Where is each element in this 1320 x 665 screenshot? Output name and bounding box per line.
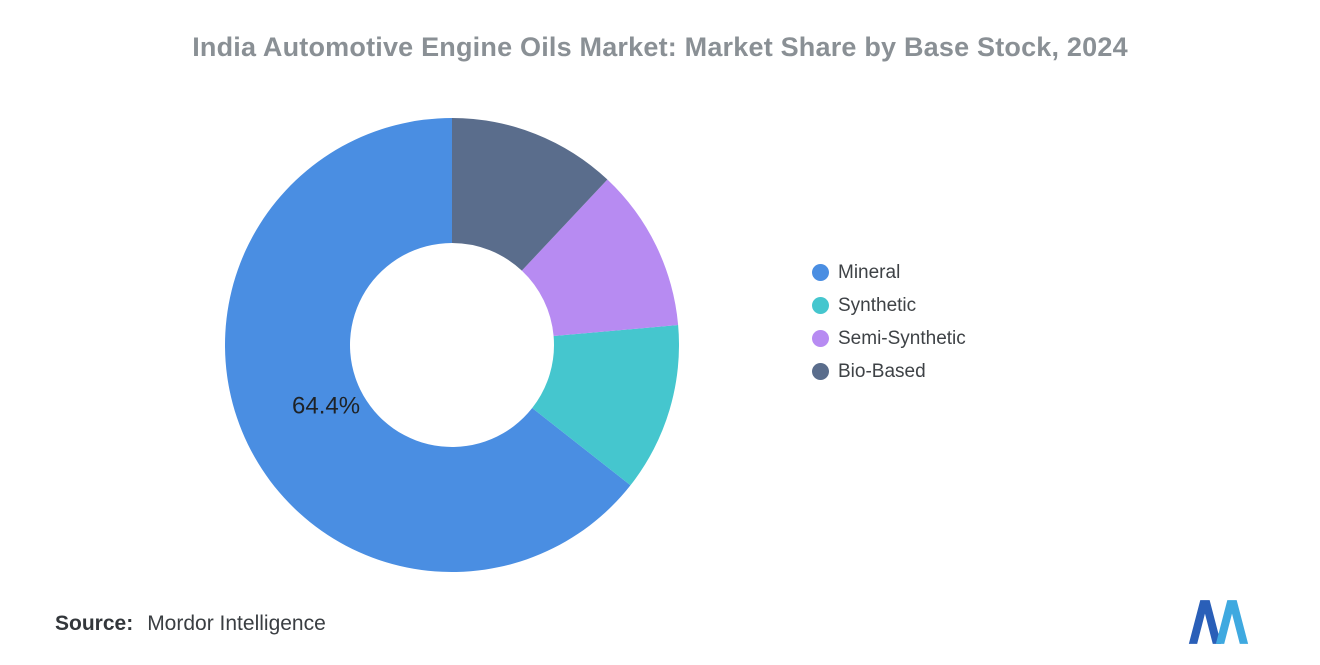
logo-left-chevron	[1188, 600, 1222, 644]
legend: Mineral Synthetic Semi-Synthetic Bio-Based	[812, 256, 966, 388]
donut-slice-semi-synthetic	[521, 179, 679, 337]
legend-swatch-bio-based	[812, 363, 829, 380]
legend-label-bio-based: Bio-Based	[838, 360, 926, 382]
legend-item-mineral: Mineral	[812, 256, 966, 289]
slice-data-label-mineral: 64.4%	[292, 393, 360, 420]
source-label: Source:	[55, 612, 134, 635]
legend-label-mineral: Mineral	[838, 261, 901, 283]
legend-swatch-mineral	[812, 264, 829, 281]
donut-slice-bio-based	[452, 118, 608, 271]
legend-label-semi-synthetic: Semi-Synthetic	[838, 327, 966, 349]
chart-title: India Automotive Engine Oils Market: Mar…	[192, 32, 1128, 62]
logo-right-chevron	[1215, 600, 1249, 644]
legend-item-semi-synthetic: Semi-Synthetic	[812, 322, 966, 355]
legend-label-synthetic: Synthetic	[838, 294, 917, 316]
source-line: Source: Mordor Intelligence	[55, 612, 326, 636]
mordor-logo	[1188, 600, 1249, 644]
source-value: Mordor Intelligence	[147, 612, 326, 635]
donut-slice-synthetic	[532, 325, 679, 486]
legend-swatch-synthetic	[812, 297, 829, 314]
donut-slice-mineral	[225, 118, 631, 572]
legend-swatch-semi-synthetic	[812, 330, 829, 347]
donut-chart: 64.4%	[225, 118, 679, 572]
legend-item-synthetic: Synthetic	[812, 289, 966, 322]
legend-item-bio-based: Bio-Based	[812, 355, 966, 388]
